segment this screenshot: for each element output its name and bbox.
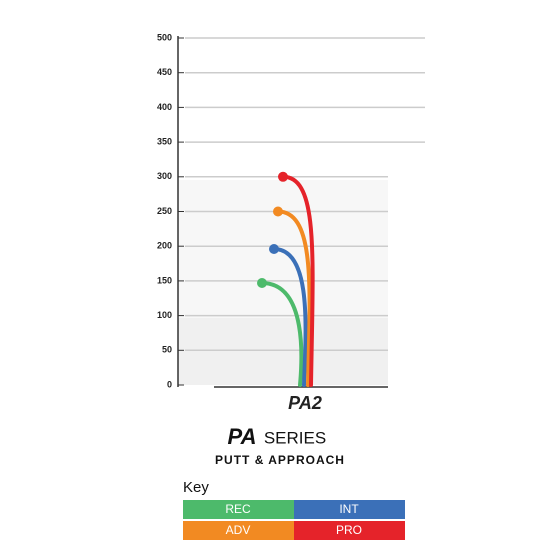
y-tick-label: 300 [157, 171, 172, 181]
key-label: INT [339, 502, 359, 516]
product-name: PA2 [288, 393, 322, 413]
key-label: PRO [336, 523, 362, 537]
y-tick-label: 100 [157, 310, 172, 320]
flight-path [260, 280, 304, 387]
subtitle: PUTT & APPROACH [215, 453, 345, 467]
key-swatch [294, 500, 405, 519]
key-swatch [294, 521, 405, 540]
y-tick-label: 150 [157, 275, 172, 285]
key-swatch [183, 521, 294, 540]
y-tick-label: 250 [157, 206, 172, 216]
y-tick-label: 450 [157, 67, 172, 77]
key-label: REC [225, 502, 251, 516]
end-point [273, 206, 283, 217]
end-point [257, 277, 267, 288]
flight-path [276, 209, 312, 387]
y-tick-label: 200 [157, 241, 172, 251]
y-tick-label: 350 [157, 136, 172, 146]
key-title: Key [183, 479, 209, 496]
y-tick-label: 500 [157, 32, 172, 42]
plot-shade [178, 318, 388, 385]
end-point [269, 243, 279, 254]
flight-path [272, 246, 308, 387]
y-tick-label: 50 [162, 345, 172, 355]
series-title: SERIES [264, 428, 326, 447]
key-label: ADV [226, 523, 251, 537]
end-point [278, 171, 288, 182]
y-tick-label: 400 [157, 102, 172, 112]
key-swatch [183, 500, 294, 519]
y-tick-label: 0 [167, 379, 172, 389]
series-logo: PA [228, 424, 257, 449]
flight-path [281, 174, 315, 387]
